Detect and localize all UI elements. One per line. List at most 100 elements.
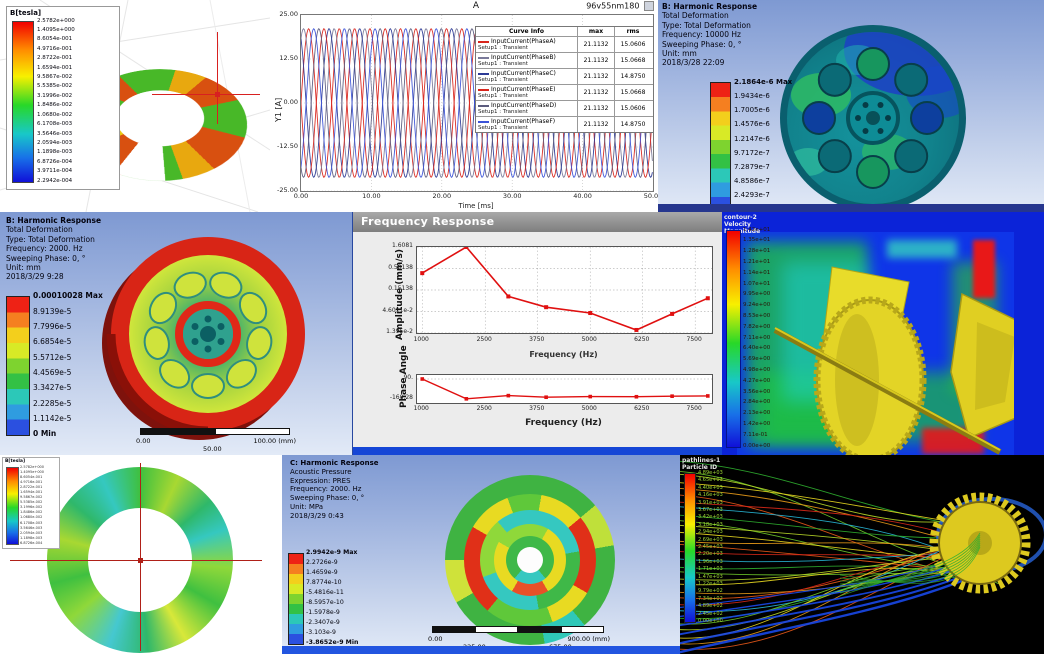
plot-corner-label: 96v55nm180	[586, 1, 654, 11]
curve-rms: 15.0606	[614, 101, 651, 116]
panel-em-torus: B[tesla] 2.5782e+000 1.4095e+000 8.6054e-0…	[0, 0, 270, 212]
curve-max: 21.1132	[577, 53, 614, 68]
pressure-label: -3.103e-9	[306, 629, 336, 637]
deform10000-label: 7.2879e-7	[734, 162, 770, 171]
y-tick: -12.50	[277, 142, 298, 150]
y-tick: 12.50	[279, 54, 298, 62]
particle-label: 2.20e+03	[698, 551, 723, 558]
window-frequency-response: Frequency Response Amplitude (mm/s) Freq…	[352, 212, 722, 455]
amp-y-tick: 4.6011e-2	[382, 306, 413, 314]
particle-label: 2.45e+02	[698, 610, 723, 617]
pathlines	[680, 460, 1044, 654]
btesla-small-label: 1.8486e-002	[20, 510, 43, 515]
legend-curve-name: InputCurrent(PhaseC)	[478, 70, 575, 77]
btesla-label: 6.8726e-004	[37, 158, 73, 165]
particle-label: 3.67e+03	[698, 506, 723, 513]
gear-and-impeller	[773, 266, 1014, 455]
velocity-label: 2.84e+00	[743, 399, 771, 406]
info-line: Unit: mm	[662, 48, 697, 58]
x-tick: 10.00	[362, 192, 381, 200]
velocity-label: 4.27e+00	[743, 377, 771, 384]
legend-row: InputCurrent(PhaseC) Setup1 : Transient 21…	[476, 68, 653, 84]
legend-title-line1: pathlines-1	[682, 457, 721, 464]
velocity-label: 7.82e+00	[743, 323, 771, 330]
colorbar-deformation: 0.00010028 Max 8.9139e-5 7.7996e-5 6.6854e-…	[6, 291, 136, 438]
particle-label: 4.89e+02	[698, 603, 723, 610]
plot-title: A	[472, 1, 480, 11]
info-line: Total Deformation	[6, 225, 73, 235]
particle-label: 4.16e+03	[698, 492, 723, 499]
ruler-segment	[518, 626, 561, 633]
btesla-label: 2.2942e-004	[37, 177, 73, 184]
plot-window-icon[interactable]	[644, 1, 654, 11]
amp-x-tick: 3750	[529, 336, 545, 343]
curve-max: 21.1132	[577, 85, 614, 100]
x-tick: 40.00	[573, 192, 592, 200]
particle-label: 1.47e+03	[698, 573, 723, 580]
x-tick: 0.00	[293, 192, 309, 200]
curve-max: 21.1132	[577, 37, 614, 52]
colorbar-deformation: 2.1864e-6 Max 1.9434e-6 1.7005e-6 1.4576e-6…	[710, 78, 830, 212]
legend-curve-name: InputCurrent(PhaseB)	[478, 54, 575, 61]
curve-max: 21.1132	[577, 117, 614, 132]
curve-color-sample	[478, 72, 489, 75]
velocity-label: 9.24e+00	[743, 302, 771, 309]
legend-curve-cell: InputCurrent(PhaseE) Setup1 : Transient	[476, 85, 577, 100]
legend-title-line2: Velocity Magnitude	[724, 221, 761, 235]
deform10000-label: 1.2147e-6	[734, 134, 770, 143]
curve-rms: 15.0668	[614, 85, 651, 100]
info-line: Type: Total Deformation	[6, 234, 95, 244]
info-line: 2018/3/29 0:43	[290, 511, 344, 520]
deform2000-label: 4.4569e-5	[33, 368, 72, 378]
corner-text: 96v55nm180	[586, 1, 640, 11]
panel-transient-plot: A 96v55nm180 Y1 [A] Time [ms] Curve Info…	[270, 0, 658, 212]
deform10000-label: 2.4293e-7	[734, 191, 770, 200]
window-titlebar[interactable]: Frequency Response	[353, 212, 722, 232]
curve-rms: 15.0668	[614, 53, 651, 68]
ruler-segment	[215, 428, 290, 435]
amp-x-tick: 7500	[686, 336, 702, 343]
curve-name: InputCurrent(PhaseA)	[491, 38, 556, 45]
info-line: C: Harmonic Response	[290, 459, 379, 467]
x-tick: 20.00	[432, 192, 452, 200]
btesla-label: 2.8722e-001	[37, 55, 73, 62]
particle-label: 4.65e+03	[698, 477, 723, 484]
ruler-segment	[561, 626, 604, 633]
btesla-label: 1.4095e+000	[37, 27, 75, 33]
velocity-label: 1.35e+01	[743, 237, 771, 244]
legend-curve-cell: InputCurrent(PhaseC) Setup1 : Transient	[476, 69, 577, 84]
legend-row: InputCurrent(PhaseB) Setup1 : Transient 21…	[476, 52, 653, 68]
flux-ring	[47, 467, 233, 653]
pressure-label: -5.4816e-11	[306, 589, 344, 597]
legend-row: InputCurrent(PhaseA) Setup1 : Transient 21…	[476, 36, 653, 52]
deform10000-label: 4.8586e-7	[734, 177, 770, 186]
velocity-label: 1.28e+01	[743, 248, 771, 255]
pressure-label: 2.2726e-9	[306, 559, 338, 567]
btesla-label: 2.5782e+000	[37, 17, 75, 24]
particle-label: 7.34e+02	[698, 595, 723, 602]
velocity-label: 1.42e+01	[743, 226, 771, 233]
btesla-label: 3.5646e-003	[37, 130, 73, 137]
velocity-label: 3.56e+00	[743, 388, 771, 395]
curve-setup: Setup1 : Transient	[478, 109, 528, 115]
curve-setup: Setup1 : Transient	[478, 61, 528, 67]
btesla-small-label: 1.4095e+000	[20, 469, 45, 474]
btesla-small-label: 5.5385e-002	[20, 500, 43, 505]
curve-max: 21.1132	[577, 101, 614, 116]
info-line: Sweeping Phase: 0, °	[6, 253, 86, 263]
ruler-segment	[432, 626, 475, 633]
btesla-small-label: 6.8726e-004	[20, 540, 43, 545]
legend-row: InputCurrent(PhaseE) Setup1 : Transient 21…	[476, 84, 653, 100]
btesla-label: 1.1898e-003	[37, 149, 73, 156]
particle-label: 2.94e+03	[698, 529, 723, 536]
legend-title-line1: contour-2	[724, 214, 757, 221]
info-line: Frequency: 2000. Hz	[290, 485, 362, 494]
flywheel-teal	[780, 25, 966, 211]
particle-label: 3.42e+03	[698, 514, 723, 521]
velocity-label: 1.14e+01	[743, 269, 771, 276]
amp-x-tick: 5000	[581, 336, 597, 343]
legend-row: InputCurrent(PhaseD) Setup1 : Transient 21…	[476, 100, 653, 116]
phase-x-tick: 2500	[476, 405, 492, 412]
deform10000-label: 9.7172e-7	[734, 148, 770, 157]
